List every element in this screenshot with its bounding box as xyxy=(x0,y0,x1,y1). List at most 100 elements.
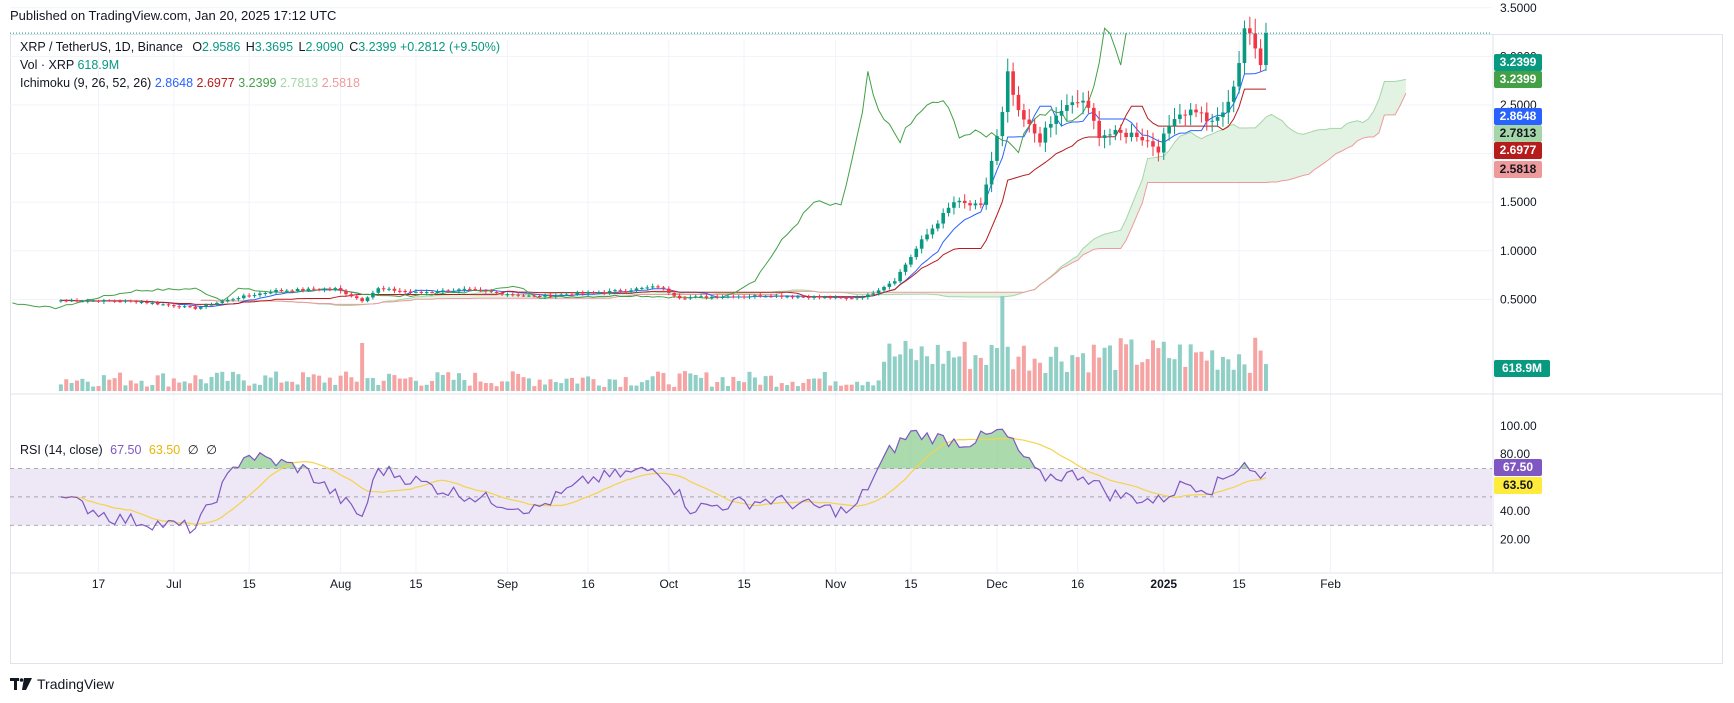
candle-body xyxy=(365,297,370,302)
volume-bar xyxy=(193,375,198,391)
volume-bar xyxy=(795,386,800,391)
candle-body xyxy=(467,288,472,290)
price-tick-label: 3.5000 xyxy=(1500,1,1537,15)
volume-bar xyxy=(968,369,973,391)
volume-bar xyxy=(865,381,870,391)
high-label: H xyxy=(245,40,255,54)
volume-bar xyxy=(769,375,774,391)
candle-body xyxy=(430,292,434,294)
volume-bar xyxy=(887,343,892,391)
time-tick-label: 17 xyxy=(92,577,106,591)
rsi-line xyxy=(60,428,1267,535)
candle-body xyxy=(892,281,897,284)
candle-body xyxy=(489,291,494,293)
volume-bar xyxy=(1140,362,1145,391)
candle-body xyxy=(828,297,832,299)
footer-brand[interactable]: TradingView xyxy=(10,676,114,692)
volume-bar xyxy=(1199,351,1204,391)
volume-legend[interactable]: Vol · XRP 618.9M xyxy=(20,58,119,72)
candle-body xyxy=(849,298,854,300)
candle-body xyxy=(1075,102,1080,104)
candle-body xyxy=(1032,123,1037,134)
volume-bar xyxy=(483,383,488,391)
volume-bar xyxy=(602,386,607,391)
volume-bar xyxy=(467,385,472,391)
volume-bar xyxy=(214,372,219,391)
candle-body xyxy=(80,301,85,303)
time-tick-label: 15 xyxy=(904,577,918,591)
candle-body xyxy=(962,200,967,204)
candle-body xyxy=(758,295,763,297)
candle-body xyxy=(731,296,736,298)
volume-bar xyxy=(720,377,725,391)
candle-body xyxy=(903,264,908,272)
candle-body xyxy=(1161,133,1166,153)
candle-body xyxy=(263,292,268,294)
ichimoku-legend[interactable]: Ichimoku (9, 26, 52, 26) 2.8648 2.6977 3… xyxy=(20,76,360,90)
published-note: Published on TradingView.com, Jan 20, 20… xyxy=(10,8,337,23)
volume-bar xyxy=(785,385,790,391)
volume-bar xyxy=(677,373,682,391)
candle-body xyxy=(640,287,644,289)
volume-bar xyxy=(209,376,214,391)
time-tick-label: 15 xyxy=(409,577,423,591)
candle-body xyxy=(1226,101,1231,113)
price-label-box xyxy=(1494,54,1542,71)
volume-bar xyxy=(537,379,542,391)
high-value: 3.3695 xyxy=(254,40,294,54)
candle-body xyxy=(1129,132,1134,138)
volume-bar xyxy=(1091,344,1096,391)
volume-bar xyxy=(1172,359,1177,391)
volume-bar xyxy=(639,382,644,391)
volume-bar xyxy=(225,380,230,391)
candle-body xyxy=(1135,132,1139,137)
volume-bar xyxy=(876,380,881,391)
ichimoku-lagging-value: 3.2399 xyxy=(238,76,277,90)
volume-bar xyxy=(833,381,838,391)
rsi-label: RSI (14, close) xyxy=(20,443,103,457)
volume-bar xyxy=(1194,352,1199,391)
candle-body xyxy=(1097,120,1101,138)
volume-bar xyxy=(994,348,999,391)
candle-body xyxy=(898,271,902,282)
candle-body xyxy=(839,297,843,299)
volume-bar xyxy=(925,356,930,391)
volume-bar xyxy=(553,382,558,391)
volume-bar xyxy=(64,379,69,391)
candle-body xyxy=(833,297,838,299)
candle-body xyxy=(548,294,553,297)
volume-bar xyxy=(548,379,553,391)
volume-bar xyxy=(1247,372,1252,391)
volume-bar xyxy=(908,348,913,391)
volume-bar xyxy=(731,376,736,391)
candle-body xyxy=(1215,117,1220,121)
volume-bar xyxy=(1151,340,1155,391)
candle-body xyxy=(1092,107,1096,121)
volume-value: 618.9M xyxy=(77,58,120,72)
candle-body xyxy=(398,290,402,292)
volume-bar xyxy=(107,379,112,391)
volume-bar xyxy=(112,378,117,391)
candle-body xyxy=(1221,112,1225,118)
candle-body xyxy=(510,294,515,296)
volume-bar xyxy=(96,386,101,391)
volume-bar xyxy=(462,379,467,391)
volume-bar xyxy=(387,373,392,391)
candle-body xyxy=(1048,123,1053,128)
volume-bar xyxy=(559,383,564,391)
candle-body xyxy=(941,213,945,224)
volume-bar xyxy=(634,385,639,391)
symbol-legend[interactable]: XRP / TetherUS, 1D, Binance O2.9586 H3.3… xyxy=(20,40,500,54)
volume-bar xyxy=(693,374,698,391)
volume-bar xyxy=(575,383,580,391)
volume-bar xyxy=(80,378,85,391)
candle-body xyxy=(268,292,273,294)
candle-body xyxy=(241,295,246,299)
rsi-legend[interactable]: RSI (14, close) 67.50 63.50 ∅ ∅ xyxy=(20,442,217,457)
price-label-box xyxy=(1494,125,1542,142)
volume-bar xyxy=(704,372,709,391)
volume-bar xyxy=(860,385,865,391)
candle-body xyxy=(333,288,338,290)
volume-bar xyxy=(564,378,569,391)
